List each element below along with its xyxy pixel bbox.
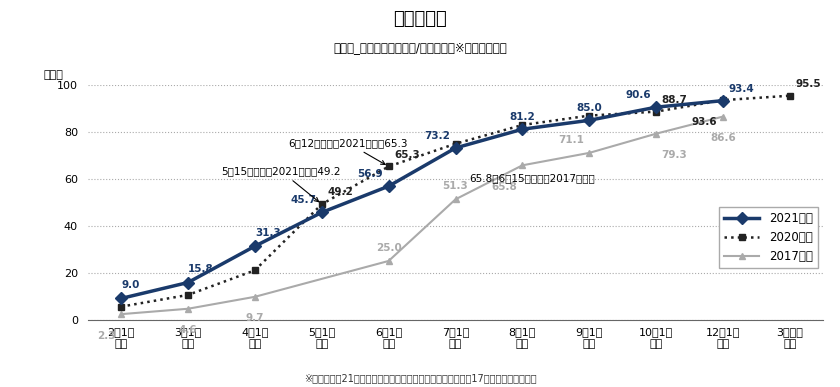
Text: 93.4: 93.4 — [728, 84, 754, 94]
Text: 88.7: 88.7 — [662, 95, 688, 104]
Text: 65.3: 65.3 — [394, 149, 420, 159]
Legend: 2021年卒, 2020年卒, 2017年卒: 2021年卒, 2020年卒, 2017年卒 — [719, 207, 817, 268]
Text: 31.3: 31.3 — [255, 228, 281, 238]
Text: 95.5: 95.5 — [795, 79, 822, 89]
Text: 25.0: 25.0 — [375, 243, 402, 253]
Text: 65.8: 65.8 — [491, 182, 517, 192]
Text: 9.0: 9.0 — [121, 280, 139, 290]
Text: 9.7: 9.7 — [245, 313, 264, 324]
Text: 6月12日時点（2021年卒）65.3: 6月12日時点（2021年卒）65.3 — [288, 138, 407, 164]
Text: 93.6: 93.6 — [692, 117, 717, 127]
Text: 2.3: 2.3 — [97, 331, 116, 341]
Text: 79.3: 79.3 — [662, 150, 687, 160]
Text: 65.8：6月15日時点（2017年卒）: 65.8：6月15日時点（2017年卒） — [469, 173, 595, 183]
Text: 86.6: 86.6 — [710, 133, 736, 143]
Text: 73.2: 73.2 — [424, 131, 450, 141]
Text: 51.3: 51.3 — [443, 181, 469, 191]
Text: 大学生_全体（就職志望者/単一回答）※大学院生除く: 大学生_全体（就職志望者/単一回答）※大学院生除く — [333, 41, 507, 54]
Text: 90.6: 90.6 — [625, 90, 651, 100]
Text: ※グラフには21年卒、現行の採用スケジュールが開始された17年卒の数値を掲載。: ※グラフには21年卒、現行の採用スケジュールが開始された17年卒の数値を掲載。 — [304, 373, 536, 383]
Text: （％）: （％） — [44, 70, 63, 80]
Text: 5月15日時点（2021年卒）49.2: 5月15日時点（2021年卒）49.2 — [222, 166, 341, 202]
Text: 就職内定率: 就職内定率 — [393, 10, 447, 28]
Text: 49.2: 49.2 — [328, 187, 353, 197]
Text: 45.7: 45.7 — [290, 195, 316, 205]
Text: 85.0: 85.0 — [576, 103, 602, 113]
Text: 81.2: 81.2 — [510, 112, 535, 122]
Text: 4.6: 4.6 — [179, 325, 197, 336]
Text: 71.1: 71.1 — [558, 135, 584, 145]
Text: 15.8: 15.8 — [188, 264, 213, 274]
Text: 56.9: 56.9 — [358, 169, 383, 179]
